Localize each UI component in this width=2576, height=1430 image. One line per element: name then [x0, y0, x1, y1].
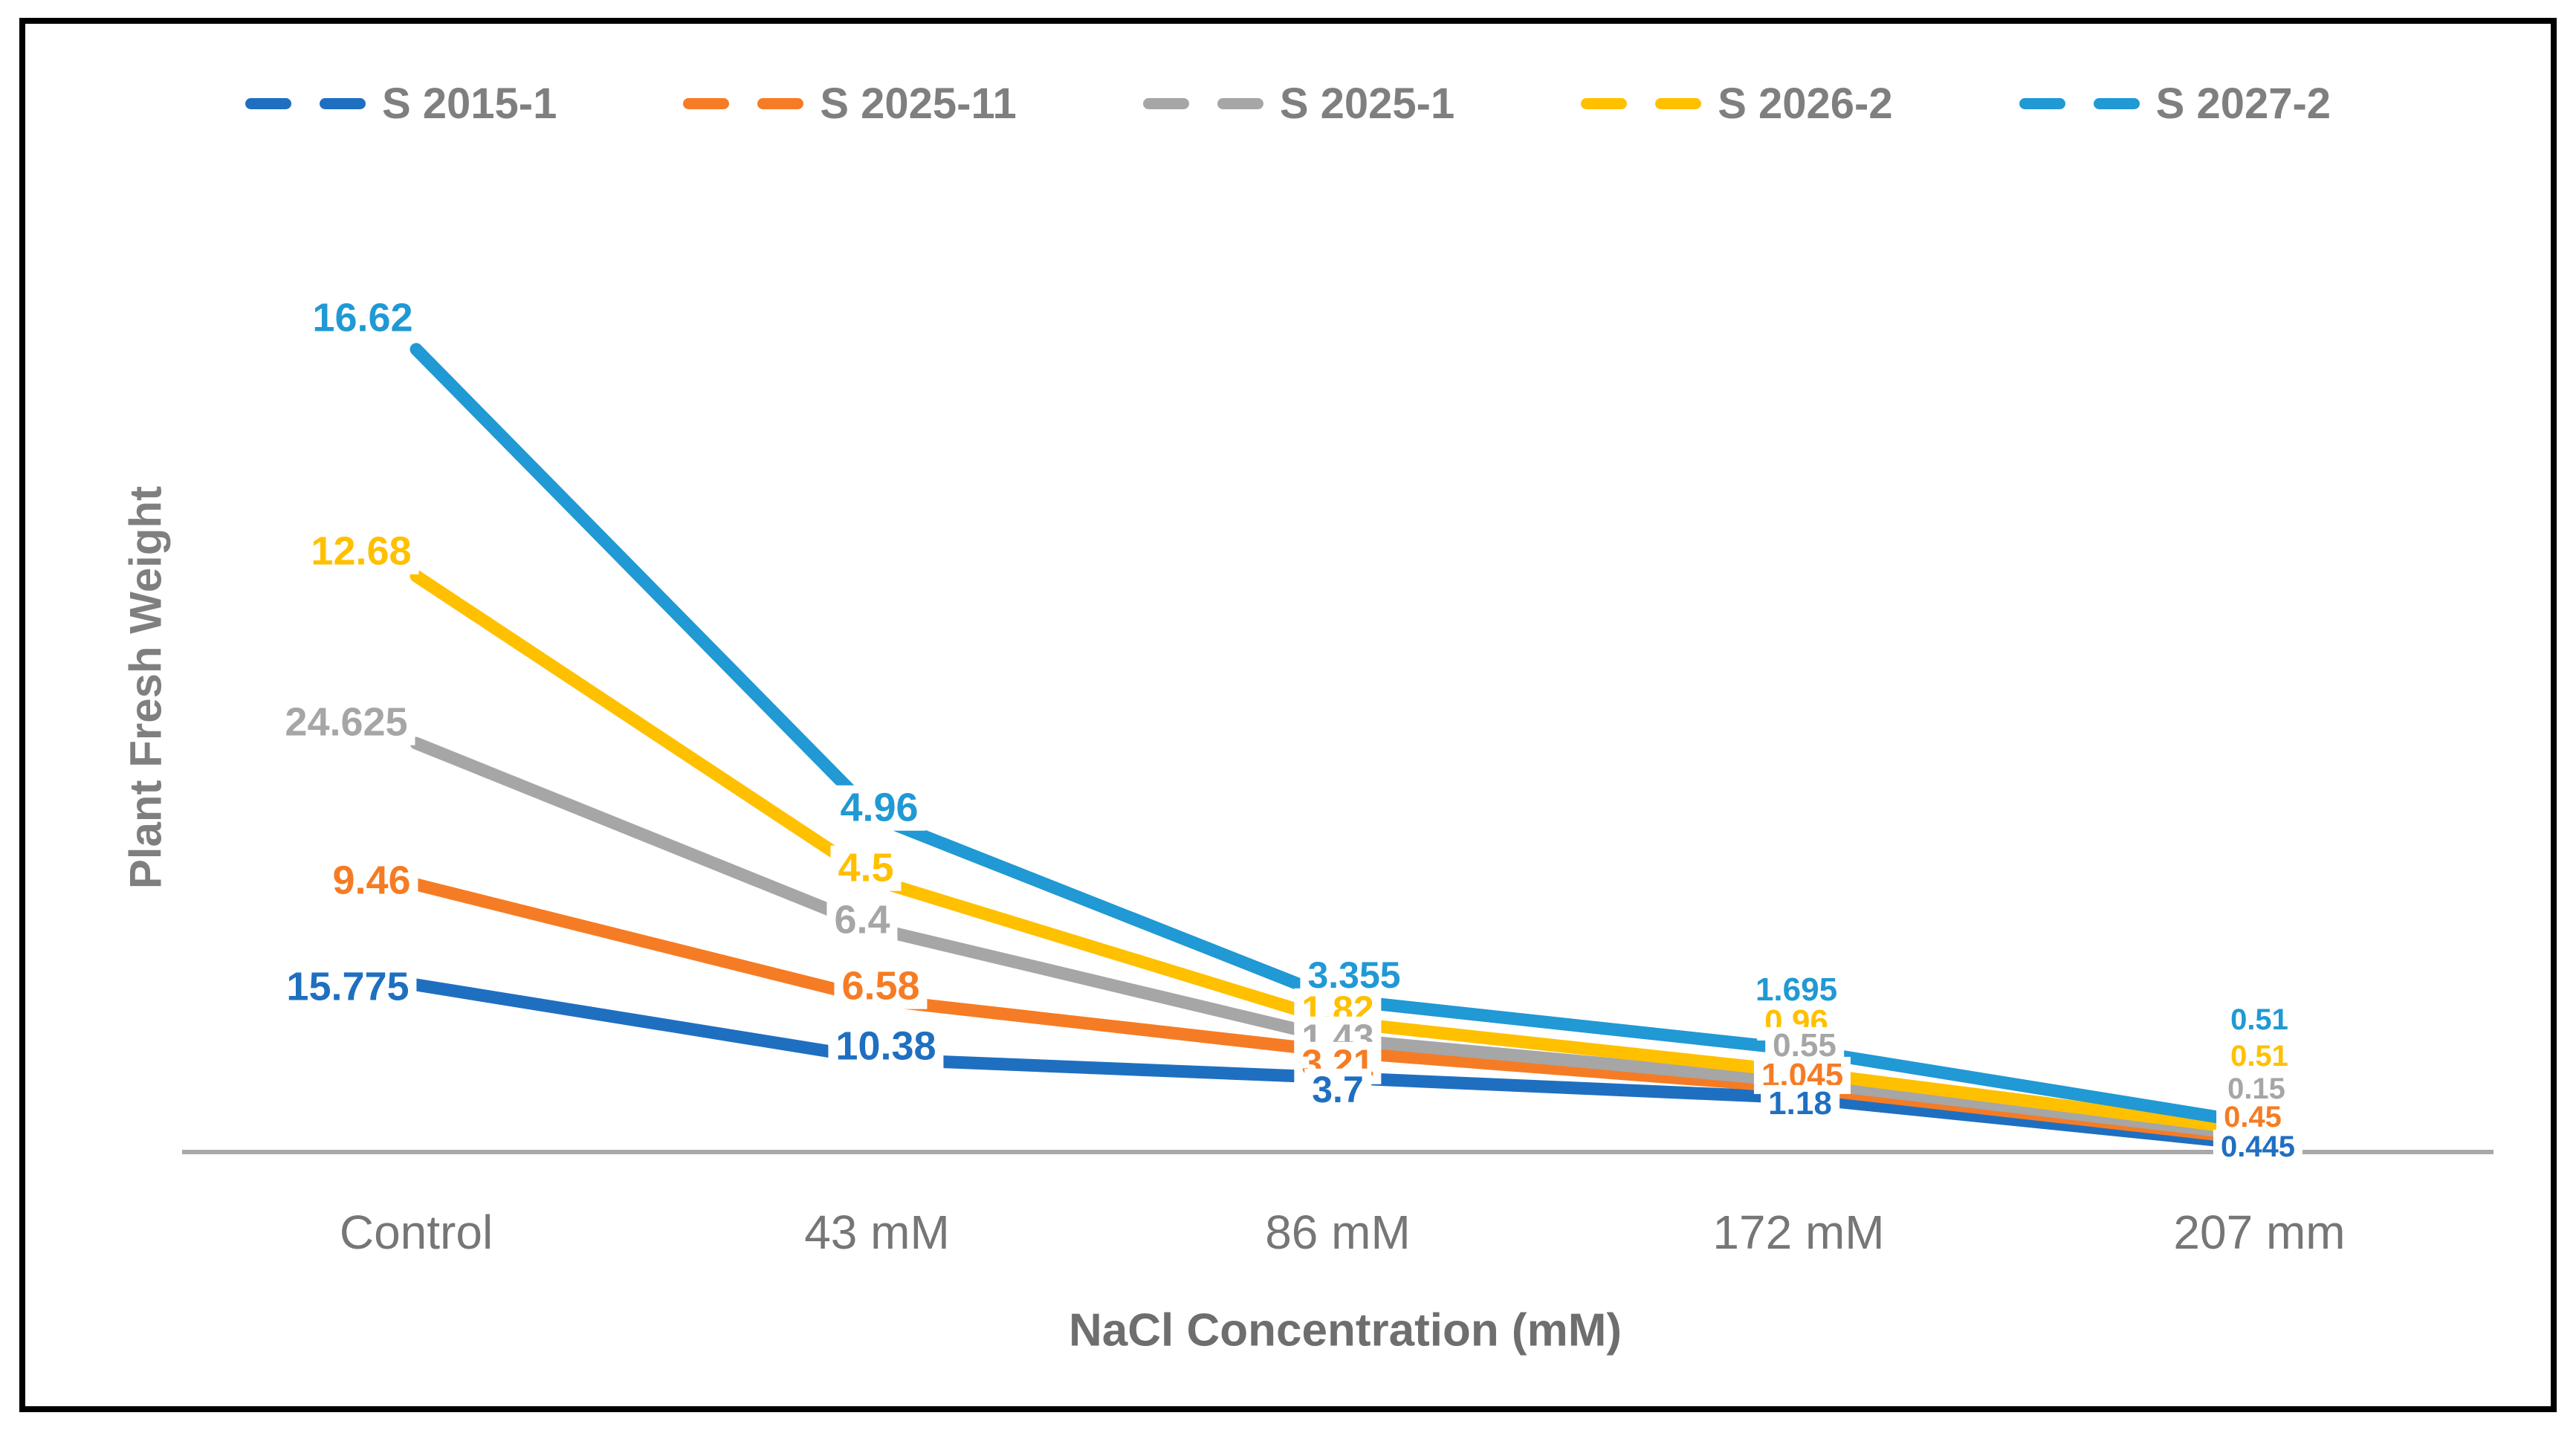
category-label-172-mm: 172 mM — [1712, 1206, 1885, 1259]
data-label-s-2025-11: 0.45 — [2216, 1100, 2289, 1134]
legend-dash-icon — [1217, 98, 1263, 109]
legend-item-s-2015-1: S 2015-1 — [245, 79, 557, 129]
legend-item-s-2026-2: S 2026-2 — [1581, 79, 1893, 129]
legend-label: S 2015-1 — [381, 80, 557, 128]
data-label-s-2027-2: 1.695 — [1747, 971, 1845, 1009]
legend-label: S 2026-2 — [1718, 80, 1893, 128]
legend-dash-icon — [245, 98, 291, 109]
legend-dash-icon — [683, 98, 804, 109]
legend-dash-icon — [245, 98, 366, 109]
category-label-207-mm: 207 mm — [2173, 1206, 2346, 1259]
data-label-s-2015-1: 15.775 — [279, 964, 417, 1010]
legend-dash-icon — [2019, 98, 2140, 109]
data-label-s-2025-1: 24.625 — [277, 699, 415, 745]
data-label-s-2025-11: 6.58 — [834, 963, 928, 1009]
data-label-s-2025-11: 9.46 — [325, 858, 418, 904]
legend-item-s-2025-1: S 2025-1 — [1142, 79, 1455, 129]
data-label-s-2027-2: 0.51 — [2223, 1003, 2296, 1037]
legend: S 2015-1 S 2025-11 S 2025-1 S 2026-2 S 2027-… — [0, 79, 2576, 129]
legend-label: S 2027-2 — [2155, 80, 2331, 128]
data-label-s-2025-1: 0.15 — [2220, 1072, 2293, 1106]
legend-item-s-2027-2: S 2027-2 — [2019, 79, 2331, 129]
data-label-s-2015-1: 0.445 — [2213, 1130, 2303, 1164]
legend-dash-icon — [1142, 98, 1263, 109]
legend-dash-icon — [319, 98, 366, 109]
data-label-s-2026-2: 12.68 — [303, 528, 419, 575]
category-label-86-mm: 86 mM — [1265, 1206, 1411, 1259]
data-label-s-2027-2: 16.62 — [305, 295, 421, 341]
legend-dash-icon — [757, 98, 804, 109]
data-label-s-2025-1: 6.4 — [826, 897, 898, 943]
data-label-s-2015-1: 3.7 — [1304, 1068, 1371, 1111]
legend-dash-icon — [2093, 98, 2140, 109]
y-axis-title: Plant Fresh Weight — [120, 485, 171, 890]
legend-item-s-2025-11: S 2025-11 — [683, 79, 1017, 129]
data-label-s-2027-2: 4.96 — [832, 785, 926, 831]
legend-dash-icon — [683, 98, 730, 109]
legend-dash-icon — [1142, 98, 1189, 109]
category-label-control: Control — [339, 1206, 493, 1259]
data-label-s-2015-1: 1.18 — [1761, 1084, 1839, 1123]
legend-dash-icon — [1655, 98, 1702, 109]
x-axis-line — [182, 1150, 2494, 1154]
data-label-s-2026-2: 0.51 — [2223, 1039, 2296, 1073]
data-label-s-2026-2: 4.5 — [830, 845, 902, 891]
category-label-43-mm: 43 mM — [804, 1206, 950, 1259]
legend-dash-icon — [1581, 98, 1628, 109]
legend-label: S 2025-11 — [820, 80, 1017, 128]
legend-dash-icon — [1581, 98, 1702, 109]
legend-dash-icon — [2019, 98, 2065, 109]
data-label-s-2015-1: 10.38 — [828, 1023, 944, 1070]
legend-label: S 2025-1 — [1279, 80, 1455, 128]
x-axis-title: NaCl Concentration (mM) — [1069, 1304, 1622, 1356]
